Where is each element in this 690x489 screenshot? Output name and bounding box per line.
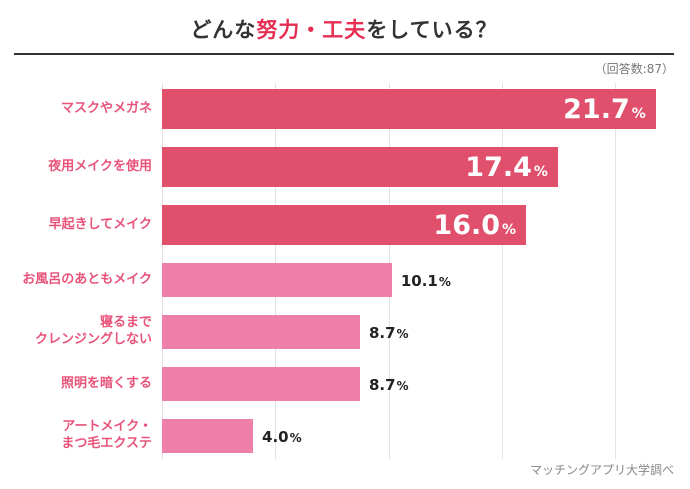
category-label: マスクやメガネ (60, 100, 152, 116)
chart-row: 寝るまで クレンジングしない 8.7% (14, 315, 674, 349)
chart-row: マスクやメガネ 21.7% (14, 89, 674, 129)
bar-area: 16.0% (162, 205, 674, 245)
percent-sign: % (289, 430, 302, 445)
bar (162, 315, 360, 349)
value-number: 4.0 (262, 427, 289, 446)
title-suffix: をしている？ (366, 18, 498, 42)
source-label: マッチングアプリ大学調べ (529, 463, 674, 477)
bar (162, 263, 392, 297)
value-label: 21.7% (563, 94, 656, 125)
category-label: 夜用メイクを使用 (48, 158, 152, 174)
bar: 17.4% (162, 147, 558, 187)
value-label: 16.0% (433, 210, 526, 241)
percent-sign: % (438, 274, 451, 289)
chart-row: 早起きしてメイク 16.0% (14, 205, 674, 245)
chart-title: どんな努力・工夫をしている？ (14, 14, 674, 44)
value-number: 10.1 (400, 271, 438, 290)
chart-row: アートメイク・ まつ毛エクステ 4.0% (14, 419, 674, 453)
category-label: お風呂のあともメイク (22, 271, 152, 287)
category-label: 寝るまで クレンジングしない (34, 315, 152, 347)
bar-area: 4.0% (162, 419, 674, 453)
percent-sign: % (631, 105, 646, 122)
chart-row: 照明を暗くする 8.7% (14, 367, 674, 401)
response-count: （回答数:87） (594, 62, 674, 76)
value-label: 8.7% (369, 375, 409, 394)
title-prefix: どんな (190, 18, 257, 42)
value-label: 10.1% (401, 271, 451, 290)
percent-sign: % (396, 378, 409, 393)
value-label: 8.7% (369, 323, 409, 342)
bar-area: 8.7% (162, 315, 674, 349)
bar-area: 21.7% (162, 89, 674, 129)
bar-area: 10.1% (162, 263, 674, 297)
value-number: 8.7 (368, 323, 396, 342)
bar-area: 17.4% (162, 147, 674, 187)
percent-sign: % (533, 163, 548, 180)
bar (162, 419, 254, 453)
bar: 16.0% (162, 205, 527, 245)
value-number: 8.7 (368, 375, 396, 394)
bar: 21.7% (162, 89, 656, 129)
bar (162, 367, 360, 401)
value-number: 17.4 (465, 151, 532, 183)
category-label: アートメイク・ まつ毛エクステ (61, 419, 152, 451)
category-label: 照明を暗くする (60, 375, 152, 391)
gridline (502, 83, 503, 459)
gridline (615, 83, 617, 459)
value-number: 16.0 (433, 209, 501, 241)
percent-sign: % (502, 221, 517, 238)
title-highlight: 努力・工夫 (256, 18, 367, 42)
value-number: 21.7 (563, 93, 630, 125)
value-label: 17.4% (465, 152, 558, 183)
bar-rows: マスクやメガネ 21.7% 夜用メイクを使用 17.4% 早起きしてメイク 16.0% お風… (14, 89, 674, 453)
category-label: 早起きしてメイク (48, 216, 152, 232)
chart-row: お風呂のあともメイク 10.1% (14, 263, 674, 297)
percent-sign: % (396, 326, 409, 341)
value-label: 4.0% (262, 427, 302, 446)
bar-chart: マスクやメガネ 21.7% 夜用メイクを使用 17.4% 早起きしてメイク 16.0% お風… (14, 83, 674, 459)
chart-row: 夜用メイクを使用 17.4% (14, 147, 674, 187)
title-divider (14, 53, 674, 55)
bar-area: 8.7% (162, 367, 674, 401)
